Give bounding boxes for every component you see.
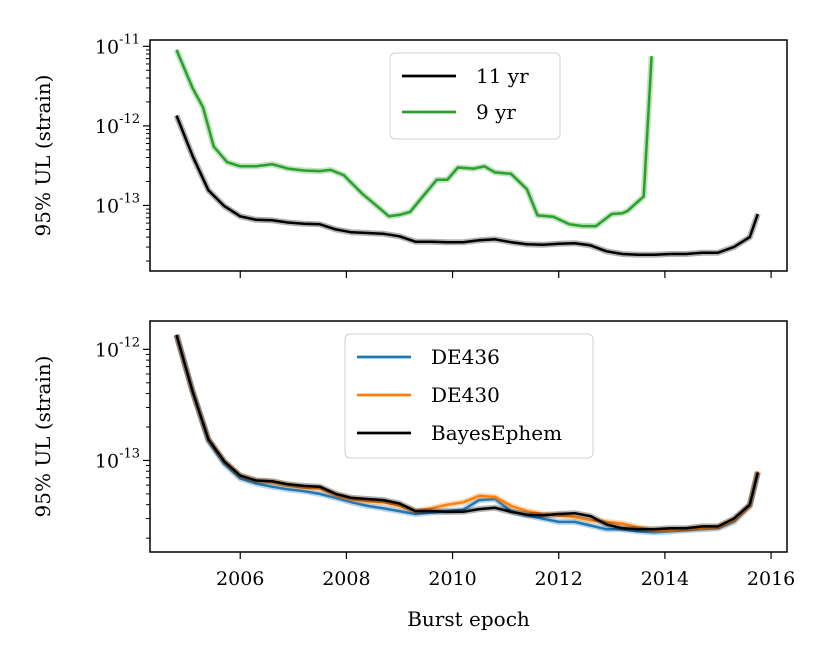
x-axis-label: Burst epoch <box>407 607 530 631</box>
legend-entry: DE436 <box>431 345 500 369</box>
y-axis-label: 95% UL (strain) <box>31 356 55 518</box>
series-line <box>175 49 653 228</box>
y-axis-label: 95% UL (strain) <box>31 75 55 237</box>
series-line <box>175 334 760 531</box>
x-tick-label: 2012 <box>535 568 583 590</box>
x-tick-label: 2006 <box>216 568 264 590</box>
series-line <box>175 334 760 534</box>
series-line <box>175 115 759 257</box>
legend-entry: BayesEphem <box>431 421 562 445</box>
legend: 11 yr 9 yr <box>389 52 561 140</box>
x-tick-label: 2008 <box>322 568 370 590</box>
axes-frame <box>149 39 788 272</box>
y-tick-label: 10-11 <box>95 32 140 58</box>
y-tick-label: 10-13 <box>95 191 140 217</box>
legend-box <box>344 333 594 459</box>
legend-entry: DE430 <box>431 383 500 407</box>
x-tick-label: 2010 <box>428 568 476 590</box>
y-tick-label: 10-13 <box>95 446 140 472</box>
y-tick-label: 10-12 <box>95 335 140 361</box>
series-group <box>173 334 761 536</box>
x-tick-label: 2016 <box>747 568 795 590</box>
legend-box <box>389 52 561 140</box>
axes-frame <box>149 320 788 553</box>
y-tick-label: 10-12 <box>95 112 140 138</box>
bottom-panel: 10-12 10-13 2006 2008 2010 2012 2014 2016 95% UL… <box>31 320 795 631</box>
legend-entry: 11 yr <box>476 64 529 88</box>
legend-entry: 9 yr <box>476 100 516 124</box>
series-group <box>173 48 761 258</box>
top-panel: 10-11 10-12 10-13 95% UL (strain) 11 yr 9 yr <box>31 32 788 278</box>
legend: DE436 DE430 BayesEphem <box>344 333 594 459</box>
x-tick-label: 2014 <box>641 568 689 590</box>
